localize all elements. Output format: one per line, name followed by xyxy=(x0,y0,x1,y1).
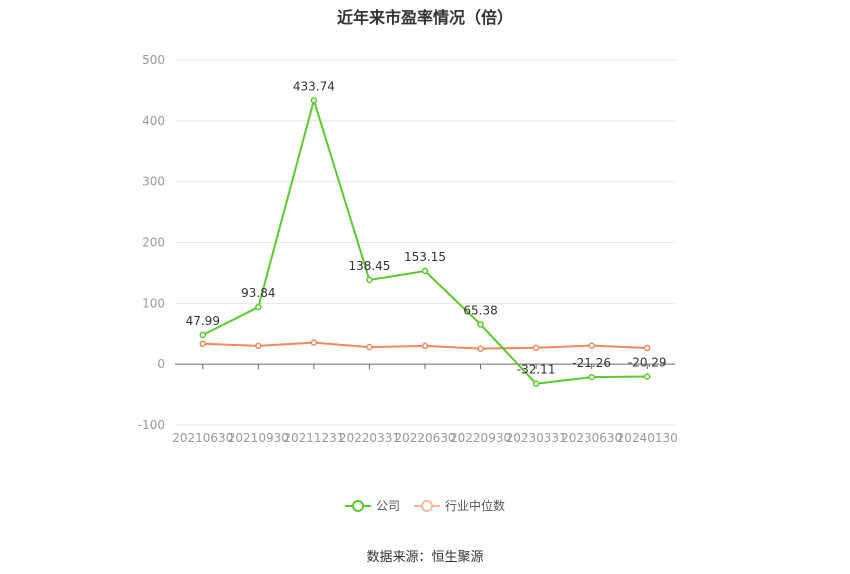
y-tick-label: -100 xyxy=(138,418,165,432)
legend-item-industry-median[interactable]: 行业中位数 xyxy=(414,497,505,514)
data-label-company: 433.74 xyxy=(293,79,335,93)
x-tick-label: 20210630 xyxy=(172,431,233,445)
grid-lines xyxy=(175,59,675,426)
x-tick-label: 20230630 xyxy=(561,431,622,445)
data-point-industry-median xyxy=(532,344,540,351)
y-tick-label: 400 xyxy=(142,114,165,128)
data-point-company xyxy=(477,321,484,328)
y-tick-label: 200 xyxy=(142,236,165,250)
chart-title: 近年来市盈率情况（倍） xyxy=(336,8,513,27)
x-tick-label: 20230331 xyxy=(506,431,567,445)
x-tick-label: 20220930 xyxy=(450,431,511,445)
data-point-company xyxy=(421,267,429,275)
data-labels: 47.99 93.84 433.74 138.45 153.15 65.38 -32.11 -… xyxy=(186,79,667,376)
source-note: 数据来源：恒生聚源 xyxy=(366,550,484,565)
y-tick-label: 0 xyxy=(157,357,165,371)
data-point-industry-median xyxy=(366,343,373,351)
data-point-company xyxy=(255,303,262,311)
axes: 500 400 300 200 100 0 -100 20210630202109302021… xyxy=(138,53,678,445)
data-point-company xyxy=(310,97,318,104)
data-point-industry-median xyxy=(199,340,207,348)
legend-company-marker-icon xyxy=(344,499,371,512)
series-group xyxy=(199,97,651,387)
data-label-company: -21.26 xyxy=(572,356,611,370)
x-tick-label: 20210930 xyxy=(228,431,289,445)
data-point-industry-median xyxy=(588,342,595,349)
data-point-company xyxy=(643,373,651,380)
legend-label-company: 公司 xyxy=(375,499,400,513)
data-point-company xyxy=(366,276,373,284)
data-point-company xyxy=(588,373,595,381)
data-label-company: -20.29 xyxy=(628,356,667,370)
data-label-company: 47.99 xyxy=(186,314,220,328)
data-point-industry-median xyxy=(477,345,484,352)
data-label-company: 65.38 xyxy=(463,303,497,317)
legend-industry-marker-icon xyxy=(414,499,440,512)
data-label-company: 93.84 xyxy=(241,286,275,300)
y-tick-label: 100 xyxy=(142,296,165,310)
data-point-industry-median xyxy=(255,342,262,350)
data-label-company: -32.11 xyxy=(517,363,556,377)
data-point-industry-median xyxy=(643,344,651,352)
x-tick-label: 20220331 xyxy=(339,431,400,445)
legend: 公司 行业中位数 xyxy=(0,497,850,514)
data-point-industry-median xyxy=(310,339,318,346)
data-point-company xyxy=(532,380,540,387)
legend-label-industry-median: 行业中位数 xyxy=(445,499,506,513)
data-point-industry-median xyxy=(421,342,429,350)
data-label-company: 138.45 xyxy=(348,259,390,273)
data-label-company: 153.15 xyxy=(404,250,446,264)
x-tick-label: 20211231 xyxy=(283,431,344,445)
x-tick-label: 20220630 xyxy=(394,431,455,445)
data-point-company xyxy=(199,331,207,339)
y-tick-label: 300 xyxy=(142,175,165,189)
y-tick-label: 500 xyxy=(142,53,165,67)
legend-item-company[interactable]: 公司 xyxy=(344,497,400,514)
x-tick-label: 20240130 xyxy=(617,431,678,445)
